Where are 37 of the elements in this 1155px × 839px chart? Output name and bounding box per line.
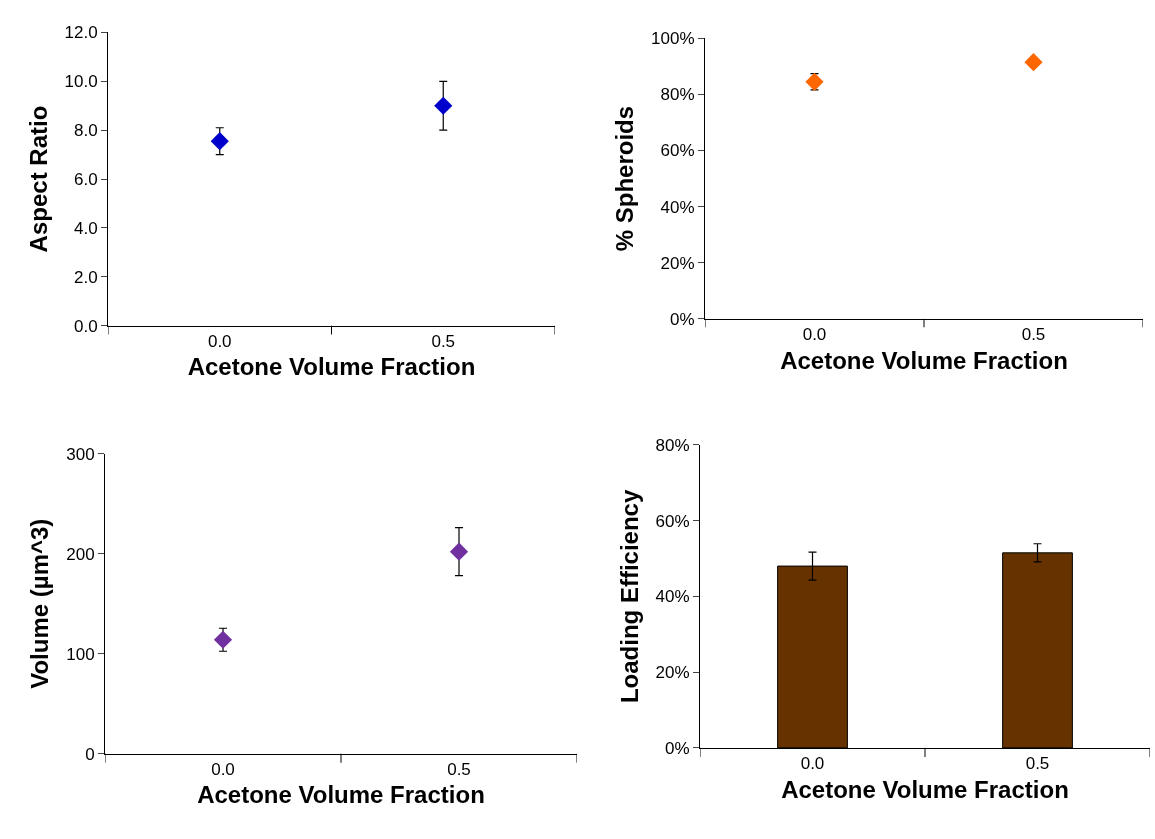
y-axis-title: % Spheroids (611, 105, 639, 252)
y-tick-label: 300 (66, 444, 95, 464)
x-tick-label: 0.0 (800, 754, 825, 774)
x-tick-label: 0.5 (431, 332, 456, 352)
y-tick-label: 0% (665, 738, 690, 758)
x-axis-title: Acetone Volume Fraction (780, 346, 1068, 374)
x-tick-label: 0.0 (207, 332, 232, 352)
y-tick-label: 0% (670, 309, 695, 329)
y-tick-label: 12.0 (64, 23, 98, 43)
y-axis-title: Volume (µm^3) (26, 518, 54, 689)
x-tick-label: 0.5 (447, 760, 471, 780)
y-axis-title: Loading Efficiency (615, 489, 643, 704)
y-axis-title: Aspect Ratio (24, 105, 52, 253)
x-axis-title: Acetone Volume Fraction (197, 781, 485, 809)
y-tick-label: 0 (85, 744, 95, 764)
y-tick-label: 8.0 (73, 121, 98, 141)
y-tick-label: 10.0 (64, 72, 98, 92)
y-tick-label: 80% (660, 85, 695, 105)
x-axis-title: Acetone Volume Fraction (187, 353, 476, 381)
x-tick-label: 0.0 (211, 760, 235, 780)
y-tick-label: 20% (660, 253, 695, 273)
y-tick-label: 40% (655, 587, 690, 607)
x-tick-label: 0.5 (1021, 325, 1046, 345)
x-axis-title: Acetone Volume Fraction (781, 775, 1069, 803)
y-tick-label: 60% (655, 511, 690, 531)
y-tick-label: 20% (655, 663, 690, 683)
y-tick-label: 2.0 (73, 267, 98, 287)
y-tick-label: 200 (66, 544, 95, 564)
y-tick-label: 100 (66, 644, 95, 664)
x-tick-label: 0.5 (1025, 754, 1050, 774)
y-tick-label: 6.0 (73, 170, 98, 190)
y-tick-label: 40% (660, 197, 695, 217)
x-tick-label: 0.0 (802, 325, 827, 345)
y-tick-label: 4.0 (73, 218, 98, 238)
y-tick-label: 100% (651, 29, 695, 49)
y-tick-label: 80% (655, 435, 690, 455)
y-tick-label: 60% (660, 141, 695, 161)
